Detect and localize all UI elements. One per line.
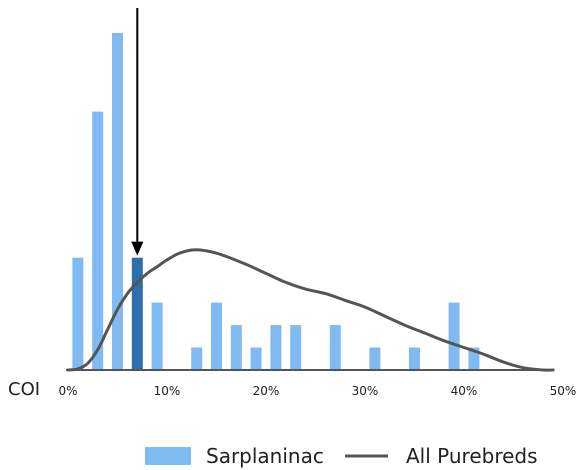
legend: Sarplaninac All Purebreds <box>145 444 538 468</box>
histogram-bar <box>211 302 222 370</box>
legend-label-sarplaninac: Sarplaninac <box>206 444 324 468</box>
legend-label-all-purebreds: All Purebreds <box>406 444 538 468</box>
histogram-bar <box>112 33 123 370</box>
histogram-bar <box>72 257 84 370</box>
x-tick-label: 30% <box>352 384 379 398</box>
x-tick-label: 10% <box>154 384 181 398</box>
x-tick-label: 20% <box>253 384 280 398</box>
histogram-bar <box>250 347 262 370</box>
histogram-bar <box>448 302 460 370</box>
callout-annotation <box>131 8 144 256</box>
legend-swatch-sarplaninac <box>145 447 191 465</box>
all-purebreds-density-line <box>66 248 555 372</box>
histogram-bar <box>191 347 203 370</box>
highlighted-bar <box>131 257 143 370</box>
x-axis-title: COI <box>8 379 40 400</box>
x-tick-label: 40% <box>451 384 478 398</box>
x-tick-label: 0% <box>58 384 77 398</box>
histogram-bar <box>230 325 242 370</box>
histogram-bar <box>92 111 104 370</box>
x-tick-label: 50% <box>550 384 577 398</box>
histogram-bar <box>409 347 420 370</box>
histogram-bar <box>270 325 282 370</box>
histogram-bar <box>329 325 341 370</box>
bars-layer <box>72 33 480 370</box>
histogram-bar <box>468 347 480 370</box>
histogram-bar <box>369 347 381 370</box>
histogram-bar <box>151 302 163 370</box>
x-tick-labels: 0% 10% 20% 30% 40% 50% <box>58 384 576 398</box>
histogram-bar <box>290 325 302 370</box>
callout-arrow-head <box>131 241 144 256</box>
